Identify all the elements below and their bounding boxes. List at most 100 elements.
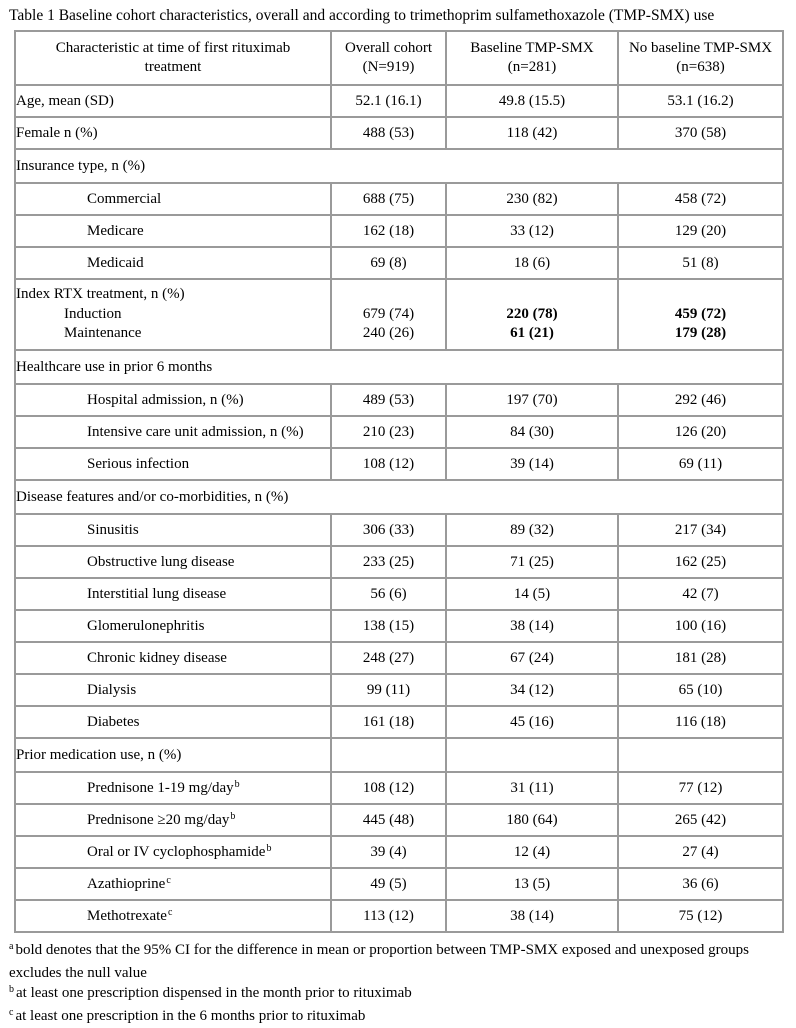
value-cell: 38 (14) [446,610,618,642]
value-cell: 292 (46) [618,384,783,416]
footnote-marker-ref: b [266,843,271,854]
value-cell: 49 (5) [331,868,446,900]
value-cell: 51 (8) [618,247,783,279]
row-label-cell: Methotrexatec [15,900,331,932]
value-cell: 89 (32) [446,514,618,546]
spacer-line [447,285,617,305]
row-label-cell: Commercial [15,183,331,215]
section-row: Insurance type, n (%) [15,149,783,183]
row-label-cell: Sinusitis [15,514,331,546]
row-label: Hospital admission, n (%) [87,392,244,408]
row-label: Obstructive lung disease [87,554,234,570]
value-cell: 445 (48) [331,804,446,836]
value-cell: 217 (34) [618,514,783,546]
value-cell: 233 (25) [331,546,446,578]
row-label-cell: Age, mean (SD) [15,85,331,117]
table-row: Dialysis 99 (11)34 (12)65 (10) [15,674,783,706]
table-row: Age, mean (SD)52.1 (16.1)49.8 (15.5)53.1… [15,85,783,117]
empty-value-cell [446,738,618,772]
value-cell: 248 (27) [331,642,446,674]
value-cell: 459 (72)179 (28) [618,279,783,350]
row-label-cell: Prednisone 1-19 mg/dayb [15,772,331,804]
value-cell: 42 (7) [618,578,783,610]
row-label: Prior medication use, n (%) [16,747,181,763]
value-cell: 39 (14) [446,448,618,480]
row-label: Age, mean (SD) [16,93,114,109]
header-line: Characteristic at time of first rituxima… [16,39,330,58]
cell-value: 679 (74) [332,305,445,325]
table-row: Intensive care unit admission, n (%)210 … [15,416,783,448]
row-label: Diabetes [87,714,139,730]
section-label-cell: Prior medication use, n (%) [15,738,331,772]
header-line: (N=919) [332,58,445,77]
row-label: Interstitial lung disease [87,586,226,602]
value-cell: 210 (23) [331,416,446,448]
value-cell: 180 (64) [446,804,618,836]
row-label-cell: Obstructive lung disease [15,546,331,578]
row-label-cell: Medicare [15,215,331,247]
row-label-cell: Medicaid [15,247,331,279]
value-cell: 99 (11) [331,674,446,706]
row-label: Glomerulonephritis [87,618,204,634]
column-header: Overall cohort(N=919) [331,31,446,85]
value-cell: 181 (28) [618,642,783,674]
table-header: Characteristic at time of first rituxima… [15,31,783,85]
value-cell: 67 (24) [446,642,618,674]
value-cell: 52.1 (16.1) [331,85,446,117]
row-label: Index RTX treatment, n (%) [16,285,330,305]
value-cell: 488 (53) [331,117,446,149]
cell-value: 179 (28) [619,324,782,344]
row-label-cell: Female n (%) [15,117,331,149]
row-label: Dialysis [87,682,136,698]
table-body: Age, mean (SD)52.1 (16.1)49.8 (15.5)53.1… [15,85,783,932]
value-cell: 84 (30) [446,416,618,448]
value-cell: 230 (82) [446,183,618,215]
footnote-text: bold denotes that the 95% CI for the dif… [9,942,749,981]
value-cell: 56 (6) [331,578,446,610]
value-cell: 12 (4) [446,836,618,868]
value-cell: 162 (25) [618,546,783,578]
row-label-cell: Diabetes [15,706,331,738]
value-cell: 65 (10) [618,674,783,706]
footnote-marker-ref: b [230,811,235,822]
header-row: Characteristic at time of first rituxima… [15,31,783,85]
row-label-cell: Glomerulonephritis [15,610,331,642]
row-label: Methotrexate [87,908,167,924]
cell-value: 61 (21) [447,324,617,344]
footnote-marker-ref: c [168,907,172,918]
section-row: Disease features and/or co-morbidities, … [15,480,783,514]
row-label: Medicaid [87,255,144,271]
cell-value: 459 (72) [619,305,782,325]
value-cell: 489 (53) [331,384,446,416]
header-line: (n=281) [447,58,617,77]
row-label: Chronic kidney disease [87,650,227,666]
table-row: Female n (%)488 (53)118 (42)370 (58) [15,117,783,149]
section-label-cell: Insurance type, n (%) [15,149,783,183]
row-label-cell: Chronic kidney disease [15,642,331,674]
value-cell: 34 (12) [446,674,618,706]
row-label-cell: Oral or IV cyclophosphamideb [15,836,331,868]
value-cell: 39 (4) [331,836,446,868]
section-row: Healthcare use in prior 6 months [15,350,783,384]
value-cell: 13 (5) [446,868,618,900]
row-label: Oral or IV cyclophosphamide [87,844,265,860]
column-header: Baseline TMP-SMX(n=281) [446,31,618,85]
section-label-cell: Healthcare use in prior 6 months [15,350,783,384]
value-cell: 306 (33) [331,514,446,546]
value-cell: 458 (72) [618,183,783,215]
row-label-cell: Interstitial lung disease [15,578,331,610]
value-cell: 126 (20) [618,416,783,448]
row-label: Disease features and/or co-morbidities, … [16,489,288,505]
